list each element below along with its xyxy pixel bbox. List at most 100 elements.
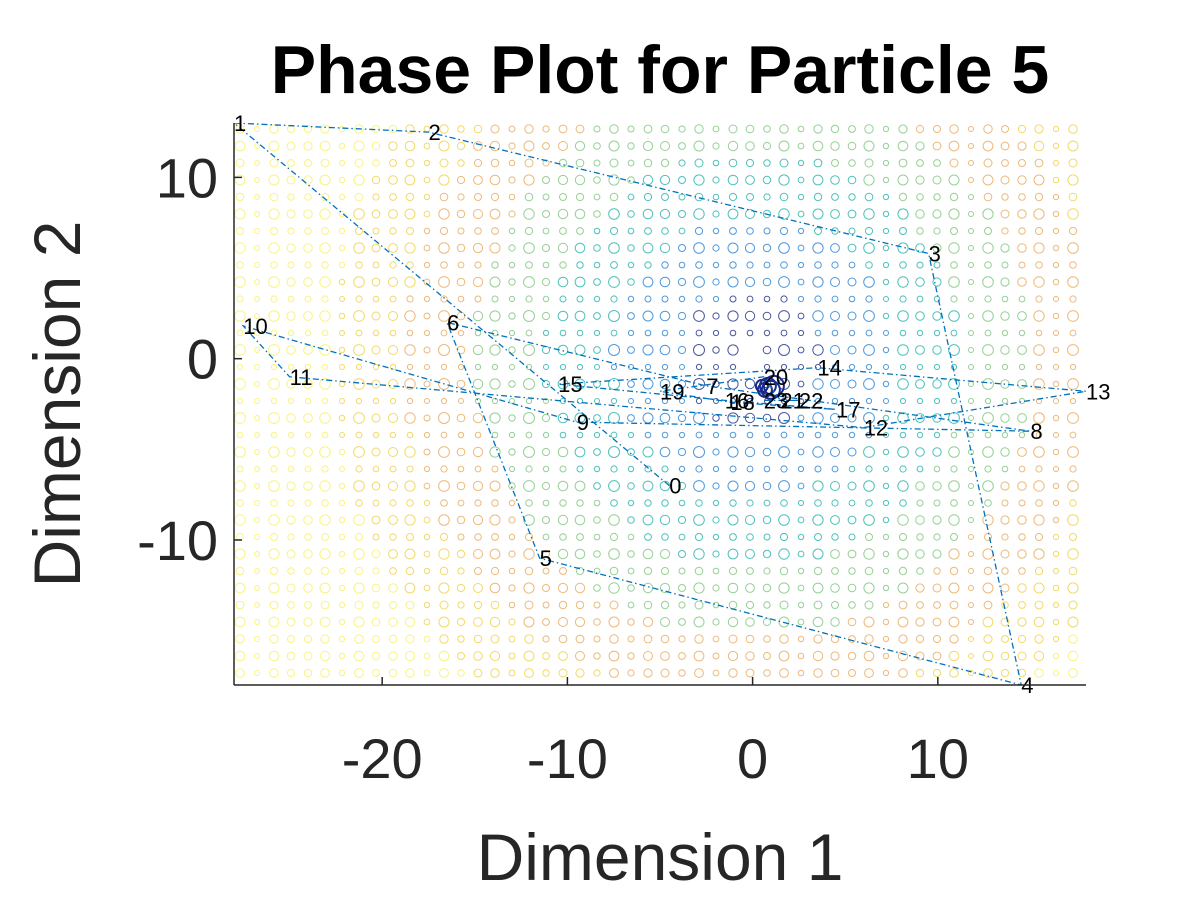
contour-mark — [542, 431, 550, 439]
contour-mark — [489, 582, 501, 594]
contour-mark — [814, 295, 822, 303]
contour-mark — [642, 310, 654, 322]
contour-mark — [932, 379, 942, 389]
contour-mark — [1033, 446, 1045, 458]
contour-mark — [797, 210, 805, 218]
contour-mark — [915, 379, 925, 389]
contour-mark — [338, 669, 346, 677]
contour-mark — [1067, 446, 1079, 458]
point-label: 17 — [836, 397, 860, 422]
contour-mark — [339, 364, 345, 370]
contour-mark — [644, 533, 652, 541]
contour-mark — [268, 310, 280, 322]
contour-mark — [423, 448, 431, 456]
contour-mark — [388, 413, 398, 423]
contour-mark — [287, 159, 295, 167]
contour-mark — [948, 174, 960, 186]
contour-mark — [1018, 295, 1026, 303]
contour-mark — [286, 583, 296, 593]
contour-mark — [1033, 378, 1045, 390]
contour-mark — [389, 159, 397, 167]
contour-mark — [456, 243, 466, 253]
point-label: 8 — [1030, 419, 1042, 444]
contour-mark — [472, 514, 484, 526]
contour-mark — [1053, 296, 1059, 302]
contour-mark — [745, 634, 755, 644]
contour-mark — [693, 514, 705, 526]
contour-mark — [848, 533, 856, 541]
contour-mark — [780, 295, 788, 303]
contour-mark — [508, 499, 516, 507]
y-axis-label: Dimension 2 — [20, 221, 94, 588]
contour-mark — [863, 310, 875, 322]
contour-mark — [915, 447, 925, 457]
contour-mark — [678, 601, 686, 609]
contour-mark — [457, 635, 465, 643]
contour-mark — [456, 175, 466, 185]
contour-mark — [236, 431, 244, 439]
contour-mark — [1035, 295, 1043, 303]
contour-mark — [303, 345, 313, 355]
contour-mark — [694, 124, 704, 134]
contour-mark — [627, 227, 635, 235]
contour-mark — [727, 548, 739, 560]
contour-background — [234, 124, 1079, 678]
contour-mark — [559, 465, 567, 473]
contour-mark — [643, 668, 653, 678]
contour-mark — [797, 380, 805, 388]
contour-mark — [1018, 363, 1026, 371]
contour-mark — [932, 447, 942, 457]
contour-mark — [576, 227, 584, 235]
contour-mark — [542, 618, 550, 626]
contour-mark — [575, 124, 585, 134]
contour-mark — [982, 582, 994, 594]
contour-mark — [234, 650, 246, 662]
contour-mark — [542, 516, 550, 524]
contour-mark — [320, 192, 330, 202]
contour-mark — [472, 412, 484, 424]
contour-mark — [388, 447, 398, 457]
point-label: 14 — [817, 356, 841, 381]
contour-mark — [712, 618, 720, 626]
contour-mark — [847, 413, 857, 423]
contour-mark — [968, 653, 974, 659]
contour-mark — [797, 193, 805, 201]
contour-mark — [727, 412, 739, 424]
contour-mark — [388, 634, 398, 644]
contour-mark — [865, 533, 873, 541]
contour-mark — [286, 243, 296, 253]
contour-mark — [320, 158, 330, 168]
contour-mark — [1034, 668, 1044, 678]
contour-mark — [882, 227, 890, 235]
point-label: 5 — [540, 546, 552, 571]
contour-mark — [1067, 208, 1079, 220]
contour-mark — [404, 208, 416, 220]
contour-mark — [423, 227, 431, 235]
axes — [233, 123, 1086, 686]
point-label: 23 — [764, 388, 788, 413]
contour-mark — [1052, 210, 1060, 218]
contour-mark — [287, 125, 295, 133]
contour-mark — [609, 600, 619, 610]
contour-mark — [1000, 209, 1010, 219]
contour-mark — [353, 650, 365, 662]
contour-mark — [830, 124, 840, 134]
contour-mark — [1017, 345, 1027, 355]
contour-mark — [831, 227, 839, 235]
contour-mark — [355, 363, 363, 371]
contour-mark — [746, 431, 754, 439]
contour-mark — [863, 174, 875, 186]
contour-mark — [729, 465, 737, 473]
contour-mark — [440, 295, 448, 303]
contour-mark — [863, 276, 875, 288]
contour-mark — [406, 329, 414, 337]
contour-mark — [491, 329, 499, 337]
contour-mark — [1000, 277, 1010, 287]
contour-mark — [304, 533, 312, 541]
contour-mark — [303, 549, 313, 559]
contour-mark — [950, 261, 958, 269]
contour-mark — [642, 514, 654, 526]
contour-mark — [423, 329, 431, 337]
contour-mark — [354, 668, 364, 678]
contour-mark — [848, 329, 856, 337]
